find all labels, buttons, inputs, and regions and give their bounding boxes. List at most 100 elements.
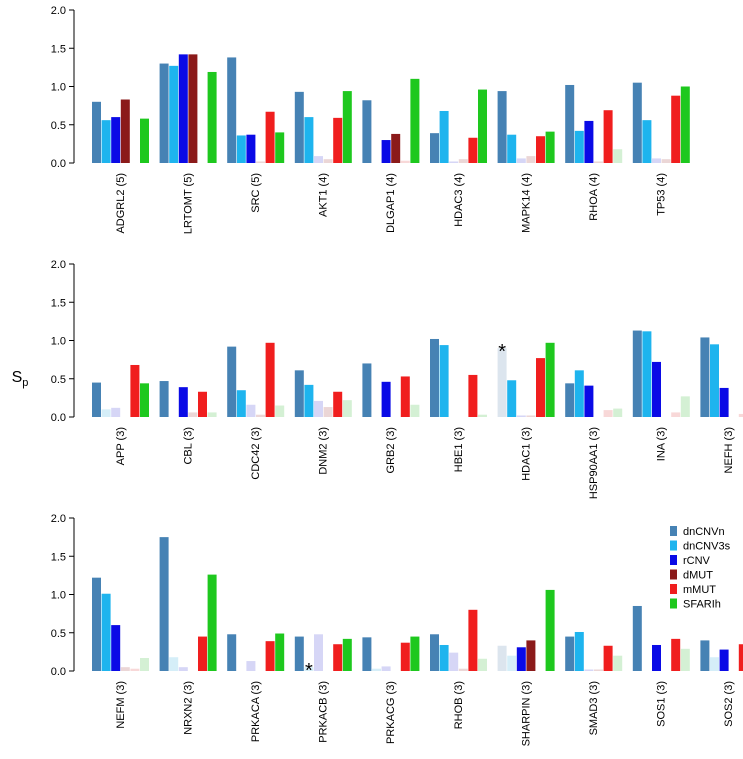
bar-dMUT (323, 159, 333, 163)
bar-dnCNVn (565, 84, 575, 163)
bar-SFARIh (680, 86, 690, 163)
bar-SFARIh (342, 91, 352, 163)
bar-dMUT (594, 669, 603, 671)
bar-dMUT (526, 640, 536, 671)
gene-label: RHOB (3) (453, 681, 465, 729)
gene-group: * HDAC1 (3) (497, 341, 555, 481)
bar-SFARIh (410, 404, 420, 417)
bar-SFARIh (545, 589, 555, 671)
bar-dnCNVn (159, 537, 169, 671)
bar-mMUT (333, 117, 343, 163)
bar-dnCNVn (632, 605, 642, 671)
bar-dnCNVn (565, 636, 575, 671)
bar-rCNV (449, 652, 459, 671)
bar-SFARIh (140, 383, 149, 417)
bar-dnCNV3s (507, 134, 517, 163)
bar-dnCNV3s (304, 117, 314, 163)
bar-mMUT (333, 644, 343, 671)
bar-dMUT (256, 161, 265, 163)
legend-label: mMUT (683, 584, 716, 596)
bar-dnCNV3s (101, 409, 111, 417)
gene-label: ADGRL2 (5) (115, 173, 127, 234)
bar-dnCNVn (497, 645, 507, 671)
gene-label: SMAD3 (3) (588, 681, 600, 735)
bar-dnCNV3s (574, 130, 584, 163)
y-tick-label: 1.0 (51, 82, 66, 94)
bar-dnCNV3s (169, 65, 179, 163)
panel-1: 0.0 0.5 1.0 1.5 2.0 ADGRL2 (5) LRTOMT (5) SRC (… (51, 5, 690, 234)
legend-item: dnCNVn (670, 526, 725, 538)
gene-group: NRXN2 (3) (159, 537, 217, 735)
bar-dnCNV3s (169, 657, 179, 671)
gene-group: INA (3) (632, 330, 690, 461)
bar-rCNV (719, 387, 729, 417)
bar-dnCNVn (92, 577, 101, 671)
bar-SFARIh (140, 657, 149, 671)
bar-dnCNVn (362, 100, 372, 163)
bar-mMUT (603, 110, 613, 163)
y-tick-label: 0.5 (51, 628, 66, 640)
y-tick-label: 0.0 (51, 158, 66, 170)
gene-label: PRKACG (3) (385, 681, 397, 744)
bar-SFARIh (140, 118, 149, 163)
gene-group: NEFH (3) (700, 337, 743, 473)
gene-group: GRB2 (3) (362, 363, 420, 473)
bar-dMUT (458, 668, 468, 671)
gene-group: * PRKACB (3) (294, 634, 352, 743)
bar-rCNV (111, 117, 121, 163)
bar-dnCNVn (227, 57, 237, 163)
bar-mMUT (130, 668, 140, 671)
gene-label: PRKACB (3) (318, 681, 330, 743)
panel-2: 0.0 0.5 1.0 1.5 2.0 APP (3) CBL (3) CDC42 (3) DN… (51, 259, 743, 499)
bar-rCNV (516, 158, 526, 163)
y-axis-label-main: S (12, 369, 23, 386)
gene-group: TP53 (4) (632, 82, 690, 216)
bar-dMUT (120, 667, 130, 671)
bar-mMUT (671, 638, 681, 671)
bar-rCNV (314, 634, 323, 671)
gene-group: PRKACG (3) (362, 636, 420, 744)
bar-dnCNVn (700, 640, 710, 671)
bar-rCNV (516, 415, 526, 417)
bar-dnCNVn (700, 337, 710, 417)
bar-mMUT (603, 410, 613, 417)
y-tick-label: 2.0 (51, 5, 66, 17)
gene-label: SRC (5) (250, 173, 262, 213)
panel-3: 0.0 0.5 1.0 1.5 2.0 NEFM (3) NRXN2 (3) PRKACA (… (51, 513, 743, 746)
legend-swatch (670, 598, 677, 609)
gene-label: NRXN2 (3) (182, 681, 194, 735)
bar-dMUT (323, 407, 333, 417)
bar-dnCNV3s (439, 345, 449, 417)
gene-group: LRTOMT (5) (159, 54, 217, 234)
legend-label: rCNV (683, 555, 711, 567)
gene-label: HBE1 (3) (453, 427, 465, 472)
bar-dnCNVn (159, 381, 169, 417)
bar-rCNV (652, 361, 661, 417)
bar-mMUT (333, 391, 343, 417)
gene-label: NEFH (3) (723, 427, 735, 473)
bar-dnCNVn (159, 63, 169, 163)
bar-dMUT (188, 54, 198, 164)
bar-SFARIh (613, 408, 623, 417)
bar-rCNV (652, 644, 661, 671)
gene-group: DLGAP1 (4) (362, 78, 420, 233)
gene-group: CDC42 (3) (227, 342, 285, 480)
legend-swatch (670, 540, 677, 551)
bar-rCNV (111, 625, 121, 671)
bar-mMUT (265, 342, 275, 417)
gene-label: SOS1 (3) (656, 681, 668, 727)
gene-label: SHARPIN (3) (520, 681, 532, 746)
gene-label: CDC42 (3) (250, 427, 262, 480)
bar-dnCNVn (497, 91, 507, 163)
bar-rCNV (584, 120, 594, 163)
bar-dnCNVn (632, 82, 642, 163)
bar-SFARIh (613, 149, 623, 163)
gene-group: HDAC3 (4) (430, 89, 487, 227)
bar-rCNV (246, 404, 256, 417)
bar-dnCNVn (632, 330, 642, 417)
bar-dnCNVn (497, 348, 507, 417)
bar-rCNV (178, 667, 188, 671)
bar-mMUT (198, 636, 207, 671)
gene-group: SOS2 (3) (700, 640, 743, 727)
gene-label: TP53 (4) (656, 173, 668, 216)
